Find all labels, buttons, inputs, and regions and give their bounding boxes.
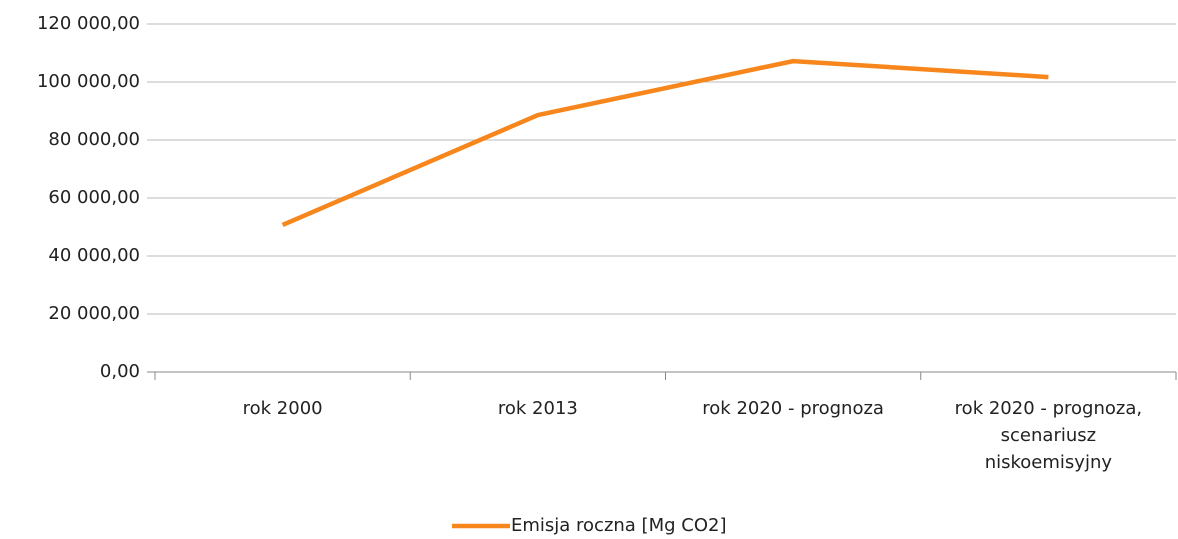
x-tick-label: rok 2013	[497, 398, 578, 419]
legend-label: Emisja roczna [Mg CO2]	[511, 515, 726, 536]
y-tick-label: 0,00	[100, 361, 140, 382]
y-tick-label: 100 000,00	[37, 71, 140, 92]
y-tick-label: 40 000,00	[48, 245, 140, 266]
y-tick-label: 20 000,00	[48, 303, 140, 324]
x-tick-label: rok 2020 - prognoza	[702, 398, 884, 419]
x-tick-label: rok 2020 - prognoza, scenariusz niskoemi…	[954, 398, 1143, 473]
line	[281, 58, 1049, 228]
y-tick-label: 120 000,00	[37, 13, 140, 34]
y-tick-label: 60 000,00	[48, 187, 140, 208]
x-tick-label: rok 2000	[242, 398, 323, 419]
y-tick-label: 80 000,00	[48, 129, 140, 150]
